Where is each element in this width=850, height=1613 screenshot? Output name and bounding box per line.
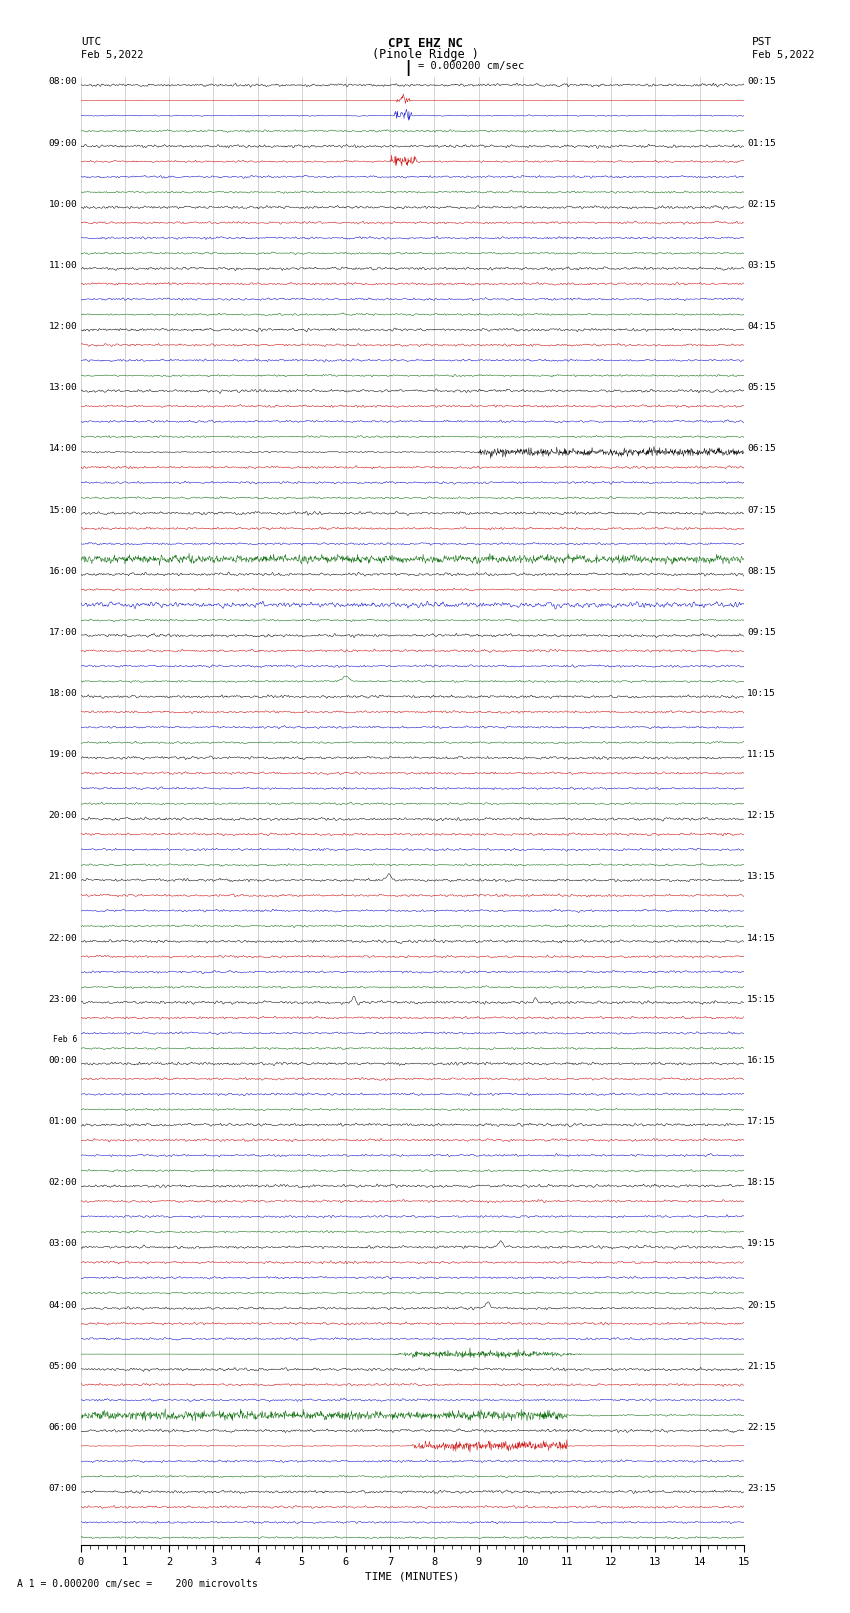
Text: Feb 5,2022: Feb 5,2022 [752, 50, 815, 60]
Text: 18:00: 18:00 [48, 689, 77, 698]
Text: 14:15: 14:15 [747, 934, 776, 942]
Text: Feb 6: Feb 6 [53, 1036, 77, 1044]
Text: 09:00: 09:00 [48, 139, 77, 147]
Text: 21:15: 21:15 [747, 1361, 776, 1371]
Text: (Pinole Ridge ): (Pinole Ridge ) [371, 48, 479, 61]
Text: 06:00: 06:00 [48, 1423, 77, 1432]
Text: PST: PST [752, 37, 773, 47]
Text: 05:15: 05:15 [747, 384, 776, 392]
Text: 13:15: 13:15 [747, 873, 776, 881]
Text: 11:00: 11:00 [48, 261, 77, 269]
Text: 04:00: 04:00 [48, 1300, 77, 1310]
Text: 09:15: 09:15 [747, 627, 776, 637]
Text: 23:15: 23:15 [747, 1484, 776, 1494]
Text: 19:00: 19:00 [48, 750, 77, 760]
Text: 00:15: 00:15 [747, 77, 776, 87]
Text: 03:00: 03:00 [48, 1239, 77, 1248]
Text: 12:15: 12:15 [747, 811, 776, 821]
Text: 03:15: 03:15 [747, 261, 776, 269]
Text: 04:15: 04:15 [747, 323, 776, 331]
Text: Feb 5,2022: Feb 5,2022 [81, 50, 144, 60]
Text: A 1 = 0.000200 cm/sec =    200 microvolts: A 1 = 0.000200 cm/sec = 200 microvolts [17, 1579, 258, 1589]
Text: 15:15: 15:15 [747, 995, 776, 1003]
Text: 10:15: 10:15 [747, 689, 776, 698]
Text: 22:15: 22:15 [747, 1423, 776, 1432]
Text: 08:00: 08:00 [48, 77, 77, 87]
Text: 20:00: 20:00 [48, 811, 77, 821]
Text: 07:15: 07:15 [747, 505, 776, 515]
Text: 21:00: 21:00 [48, 873, 77, 881]
Text: 05:00: 05:00 [48, 1361, 77, 1371]
Text: 16:15: 16:15 [747, 1057, 776, 1065]
Text: 16:00: 16:00 [48, 566, 77, 576]
Text: 11:15: 11:15 [747, 750, 776, 760]
Text: = 0.000200 cm/sec: = 0.000200 cm/sec [418, 61, 524, 71]
Text: 12:00: 12:00 [48, 323, 77, 331]
Text: 22:00: 22:00 [48, 934, 77, 942]
Text: 02:00: 02:00 [48, 1177, 77, 1187]
Text: 02:15: 02:15 [747, 200, 776, 208]
Text: 06:15: 06:15 [747, 444, 776, 453]
Text: |: | [404, 60, 412, 76]
Text: 01:15: 01:15 [747, 139, 776, 147]
Text: 08:15: 08:15 [747, 566, 776, 576]
Text: 17:00: 17:00 [48, 627, 77, 637]
Text: UTC: UTC [81, 37, 101, 47]
Text: CPI EHZ NC: CPI EHZ NC [388, 37, 462, 50]
Text: 17:15: 17:15 [747, 1118, 776, 1126]
Text: 01:00: 01:00 [48, 1118, 77, 1126]
Text: 07:00: 07:00 [48, 1484, 77, 1494]
Text: 00:00: 00:00 [48, 1057, 77, 1065]
Text: 19:15: 19:15 [747, 1239, 776, 1248]
Text: 14:00: 14:00 [48, 444, 77, 453]
Text: 20:15: 20:15 [747, 1300, 776, 1310]
Text: 13:00: 13:00 [48, 384, 77, 392]
Text: 15:00: 15:00 [48, 505, 77, 515]
Text: 23:00: 23:00 [48, 995, 77, 1003]
X-axis label: TIME (MINUTES): TIME (MINUTES) [365, 1571, 460, 1581]
Text: 10:00: 10:00 [48, 200, 77, 208]
Text: 18:15: 18:15 [747, 1177, 776, 1187]
